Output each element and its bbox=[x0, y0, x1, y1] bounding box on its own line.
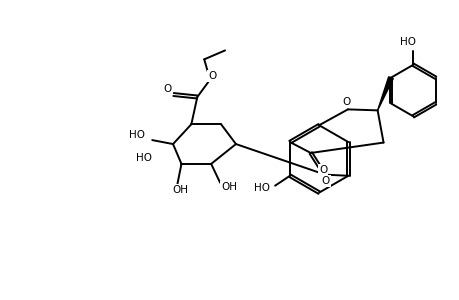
Text: O: O bbox=[321, 176, 329, 186]
Text: OH: OH bbox=[220, 182, 236, 192]
Text: HO: HO bbox=[254, 183, 270, 193]
Text: HO: HO bbox=[399, 37, 415, 46]
Polygon shape bbox=[377, 77, 392, 110]
Text: O: O bbox=[207, 71, 216, 81]
Text: HO: HO bbox=[129, 130, 145, 140]
Text: HO: HO bbox=[136, 153, 152, 163]
Text: O: O bbox=[318, 165, 326, 175]
Text: O: O bbox=[342, 98, 350, 107]
Text: O: O bbox=[163, 84, 171, 94]
Text: OH: OH bbox=[172, 184, 188, 195]
